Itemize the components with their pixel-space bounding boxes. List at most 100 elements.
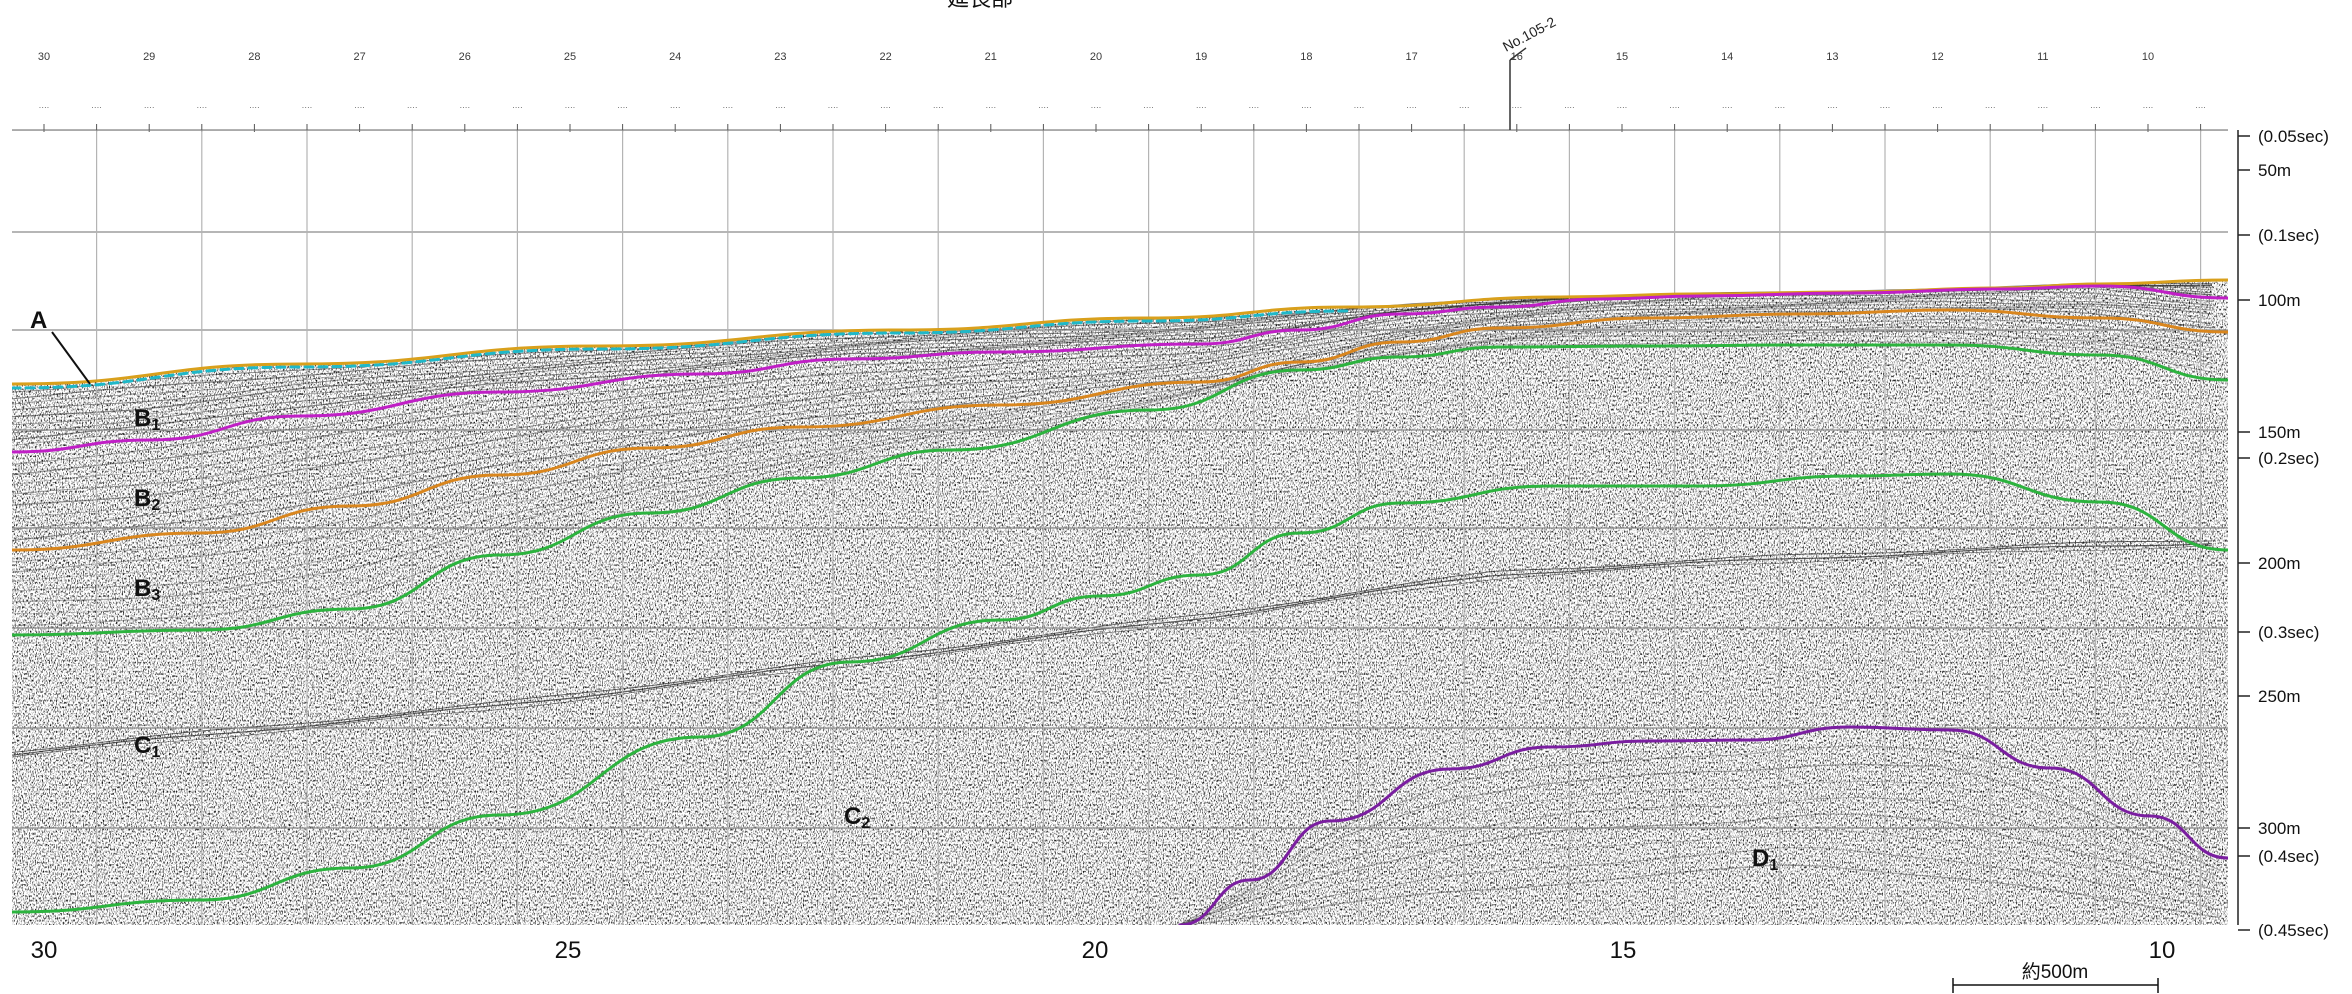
scale-bar-label: 約500m [2022, 961, 2089, 983]
shot-label: ···· [1827, 103, 1838, 112]
shot-label: ···· [1091, 103, 1102, 112]
station-number: 10 [2142, 51, 2154, 63]
shot-label: ···· [2143, 103, 2154, 112]
shot-label: ···· [1985, 103, 1996, 112]
station-number: 30 [38, 51, 50, 63]
shot-label: ···· [1196, 103, 1207, 112]
shot-label: ···· [1038, 103, 1049, 112]
shot-label: ···· [933, 103, 944, 112]
shot-label: ···· [1617, 103, 1628, 112]
reflector-trace [12, 322, 2213, 582]
reflector-trace [12, 304, 2213, 518]
unit-label-d1: D1 [1752, 845, 1778, 874]
shot-label: ···· [1143, 103, 1154, 112]
shot-label: ···· [302, 103, 313, 112]
horizon-seafloor-overlay [12, 309, 1352, 390]
shot-label: ···· [565, 103, 576, 112]
depth-label: (0.05sec) [2258, 127, 2329, 146]
shot-label: ···· [722, 103, 733, 112]
station-number: 14 [1721, 51, 1733, 63]
shot-label: ···· [1301, 103, 1312, 112]
grid [12, 130, 2228, 925]
reflector-trace [12, 287, 2213, 465]
station-number: 16 [1511, 51, 1523, 63]
shot-label: ···· [1722, 103, 1733, 112]
shot-label: ···· [144, 103, 155, 112]
shot-label: ···· [2037, 103, 2048, 112]
unit-label-b2: B2 [134, 485, 160, 514]
station-number: 27 [353, 51, 365, 63]
bottom-axis: 30 25 20 15 10 [31, 937, 2176, 964]
horizon-base-b2 [12, 308, 2228, 552]
unit-labels: A B1 B2 B3 C1 C2 D1 [30, 307, 1778, 874]
depth-label: 100m [2258, 291, 2301, 310]
station-header: 30 29 28 27 26 25 24 23 22 21 20 19 18 17 16 15 14 13 12 11… [12, 51, 2228, 132]
shot-label: ···· [354, 103, 365, 112]
shot-label: ···· [91, 103, 102, 112]
reflector-trace [12, 291, 2213, 476]
station-number: 13 [1826, 51, 1838, 63]
depth-label: (0.45sec) [2258, 921, 2329, 940]
reflector-trace [12, 307, 2213, 542]
station-tag-label: No.105-2 [1500, 13, 1559, 54]
reflector-trace [1182, 780, 2221, 925]
shot-label: ···· [1354, 103, 1365, 112]
reflector-trace [12, 325, 2213, 592]
station-number: 24 [669, 51, 681, 63]
unit-label-c2: C2 [844, 803, 870, 832]
station-number: 18 [1300, 51, 1312, 63]
reflector-trace [12, 300, 2213, 506]
reflector-trace [12, 540, 2213, 753]
depth-label: (0.4sec) [2258, 847, 2319, 866]
station-number: 11 [2037, 51, 2048, 63]
shot-label: ···· [828, 103, 839, 112]
depth-label: (0.1sec) [2258, 226, 2319, 245]
reflector-trace [1179, 813, 2221, 925]
shot-label: ···· [249, 103, 260, 112]
shot-label: ···· [2090, 103, 2101, 112]
depth-label: 300m [2258, 819, 2301, 838]
reflector-trace [1179, 864, 2221, 925]
reflector-trace [12, 315, 2213, 563]
station-number: 28 [248, 51, 260, 63]
shot-label: ···· [1774, 103, 1785, 112]
station-number: 19 [1195, 51, 1207, 63]
reflector-trace [12, 297, 2213, 495]
reflector-trace [1181, 796, 2221, 925]
reflector-trace [1179, 829, 2221, 924]
shot-label: ···· [985, 103, 996, 112]
bottom-axis-label: 30 [31, 937, 58, 964]
shot-label: ···· [617, 103, 628, 112]
reflector-trace [12, 545, 2213, 758]
horizons [12, 278, 2228, 925]
reflector-trace [12, 330, 2213, 603]
depth-label: 250m [2258, 687, 2301, 706]
reflector-trace [12, 295, 2213, 485]
depth-label: (0.3sec) [2258, 623, 2319, 642]
station-number: 29 [143, 51, 155, 63]
shot-label: ···· [775, 103, 786, 112]
bottom-axis-label: 10 [2149, 937, 2176, 964]
unit-label-c1: C1 [134, 732, 160, 761]
shot-label: ···· [407, 103, 418, 112]
horizon-top-d1 [1178, 725, 2228, 925]
bottom-axis-label: 20 [1082, 937, 1109, 964]
unit-a-leader [51, 331, 91, 385]
shot-label: ···· [196, 103, 207, 112]
shot-label: ···· [880, 103, 891, 112]
reflector-trace [1179, 847, 2221, 925]
shot-label: ···· [670, 103, 681, 112]
station-tag: No.105-2 [1500, 13, 1559, 130]
station-number: 25 [564, 51, 576, 63]
depth-label: 200m [2258, 554, 2301, 573]
depth-label: 150m [2258, 423, 2301, 442]
shot-label: ···· [1880, 103, 1891, 112]
depth-label: (0.2sec) [2258, 449, 2319, 468]
station-number: 17 [1405, 51, 1417, 63]
station-number: 12 [1931, 51, 1943, 63]
shot-label: ···· [459, 103, 470, 112]
station-number: 26 [459, 51, 471, 63]
horizon-base-c1 [12, 472, 2228, 914]
station-number: 23 [774, 51, 786, 63]
station-number: 15 [1616, 51, 1628, 63]
